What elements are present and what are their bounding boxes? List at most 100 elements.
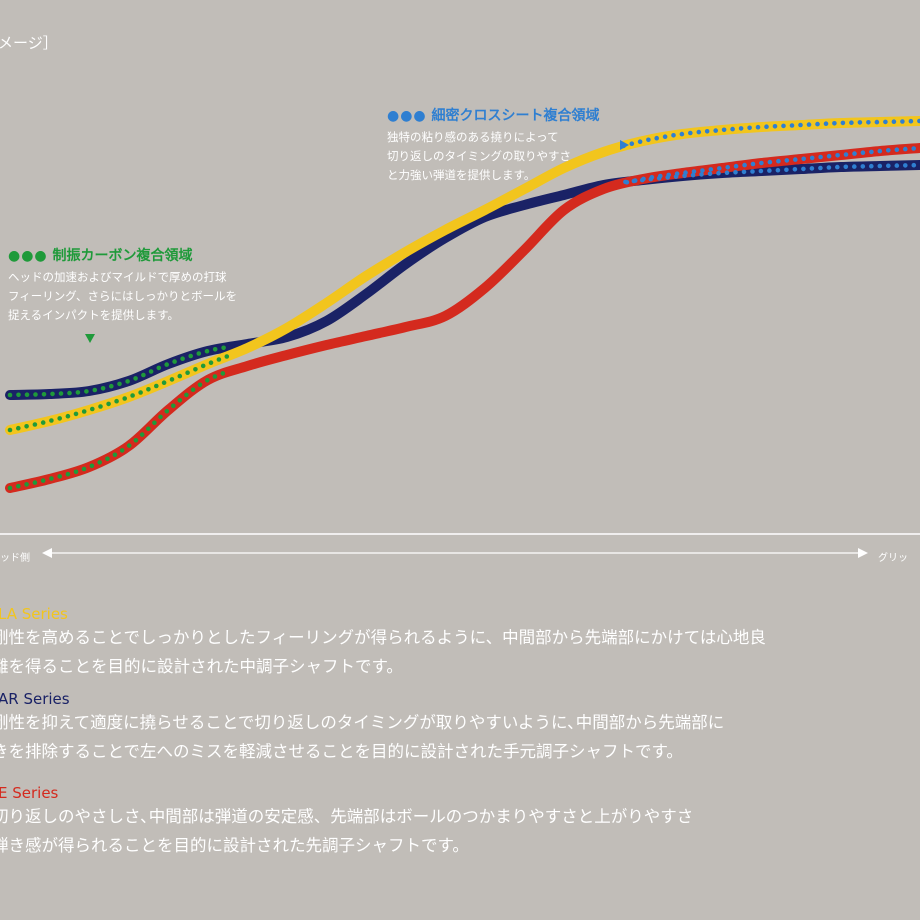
overlay-dot (205, 378, 210, 383)
overlay-dot (733, 170, 738, 175)
overlay-dot (662, 134, 668, 139)
annotation-line: 捉えるインパクトを提供します。 (8, 308, 180, 322)
overlay-dot (49, 476, 54, 481)
overlay-dot (696, 129, 702, 135)
overlay-dot (146, 426, 151, 432)
overlay-dot (184, 392, 189, 398)
overlay-dot (730, 126, 735, 132)
dots-icon: ●●● (8, 248, 48, 264)
overlay-dot (792, 167, 798, 172)
series-desc-line: 剛性を抑えて適度に撓らせることで切り返しのタイミングが取りやすいように､中間部か… (0, 713, 725, 732)
overlay-dot (721, 127, 727, 133)
dots-icon: ●●● (387, 108, 427, 124)
overlay-dot (133, 376, 138, 381)
series-desc-line: 離を得ることを目的に設計された中調子シャフトです。 (0, 657, 403, 676)
overlay-dot (835, 153, 840, 158)
overlay-dot (818, 165, 823, 171)
overlay-dot (917, 118, 920, 124)
overlay-dot (658, 173, 663, 179)
annotation-cross-title: 細密クロスシート複合領域 (431, 108, 600, 124)
overlay-dot (161, 380, 167, 386)
overlay-dot (869, 149, 874, 155)
overlay-dot (92, 387, 98, 393)
overlay-dot (776, 158, 781, 164)
page-title: メージ］ (0, 34, 58, 52)
overlay-dot (171, 403, 176, 409)
overlay-dot (699, 172, 704, 177)
overlay-dot (146, 387, 151, 392)
overlay-dot (742, 162, 747, 168)
overlay-dot (798, 122, 803, 128)
overlay-dot (106, 401, 111, 407)
overlay-dot (891, 119, 897, 124)
overlay-dot (220, 371, 226, 376)
overlay-dot (772, 124, 778, 129)
overlay-dot (190, 387, 196, 393)
series-desc-line: 剛性を高めることでしっかりとしたフィーリングが得られるように、中間部から先端部に… (0, 628, 766, 647)
overlay-dot (122, 396, 127, 401)
overlay-dot (869, 163, 874, 169)
overlay-dot (704, 129, 710, 134)
overlay-dot (713, 128, 718, 133)
overlay-dot (903, 146, 908, 152)
overlay-dot (908, 118, 914, 124)
overlay-dot (724, 170, 730, 175)
series-block-la: LA Series 剛性を高めることでしっかりとしたフィーリングが得られるように… (0, 605, 920, 681)
overlay-dot (784, 167, 789, 173)
overlay-dot (200, 363, 206, 369)
overlay-dot (849, 120, 854, 125)
overlay-dot (204, 348, 210, 354)
overlay-dot (784, 158, 790, 163)
overlay-dot (154, 383, 159, 389)
overlay-dot (15, 425, 21, 431)
overlay-dot (637, 139, 643, 144)
overlay-dot (801, 156, 806, 162)
overlay-dot (114, 398, 119, 404)
overlay-dot (57, 474, 62, 479)
overlay-dot (7, 392, 13, 398)
overlay-dot (823, 121, 829, 126)
overlay-dot (679, 131, 685, 137)
overlay-dot (89, 463, 95, 469)
overlay-dot (208, 360, 214, 366)
overlay-dot (826, 165, 832, 170)
overlay-dot (177, 373, 183, 379)
triangle-right-icon (620, 140, 629, 150)
overlay-dot (806, 122, 812, 127)
overlay-dot (119, 448, 125, 453)
overlay-dot (212, 374, 218, 379)
overlay-dot (40, 420, 46, 425)
flex-profile-chart (0, 116, 920, 558)
overlay-dot (164, 408, 170, 414)
overlay-dot (196, 351, 202, 356)
overlay-dot (185, 370, 190, 376)
overlay-dot (117, 381, 122, 387)
overlay-dot (818, 154, 823, 160)
overlay-dot (801, 166, 806, 172)
overlay-dot (156, 365, 162, 371)
overlay-dot (750, 161, 756, 167)
overlay-dot (84, 389, 89, 394)
overlay-dot (169, 377, 175, 382)
overlay-dot (886, 148, 891, 153)
overlay-dot (632, 178, 638, 183)
overlay-dot (911, 162, 917, 168)
overlay-dot (125, 379, 130, 384)
overlay-dot (24, 392, 30, 398)
overlay-dot (666, 172, 671, 178)
overlay-dot (767, 168, 772, 173)
overlay-dot (90, 406, 95, 412)
overlay-dot (100, 386, 106, 391)
overlay-dot (874, 119, 880, 125)
overlay-dot (188, 353, 193, 359)
overlay-dot (81, 409, 87, 414)
overlay-dot (126, 443, 132, 448)
overlay-dot (654, 135, 659, 141)
overlay-dot (826, 153, 832, 159)
series-name: AR Series (0, 690, 70, 708)
overlay-dot (193, 367, 198, 372)
overlay-dot (33, 392, 38, 397)
overlay-dot (866, 120, 871, 125)
overlay-dot (646, 137, 651, 143)
overlay-dot (24, 482, 29, 487)
